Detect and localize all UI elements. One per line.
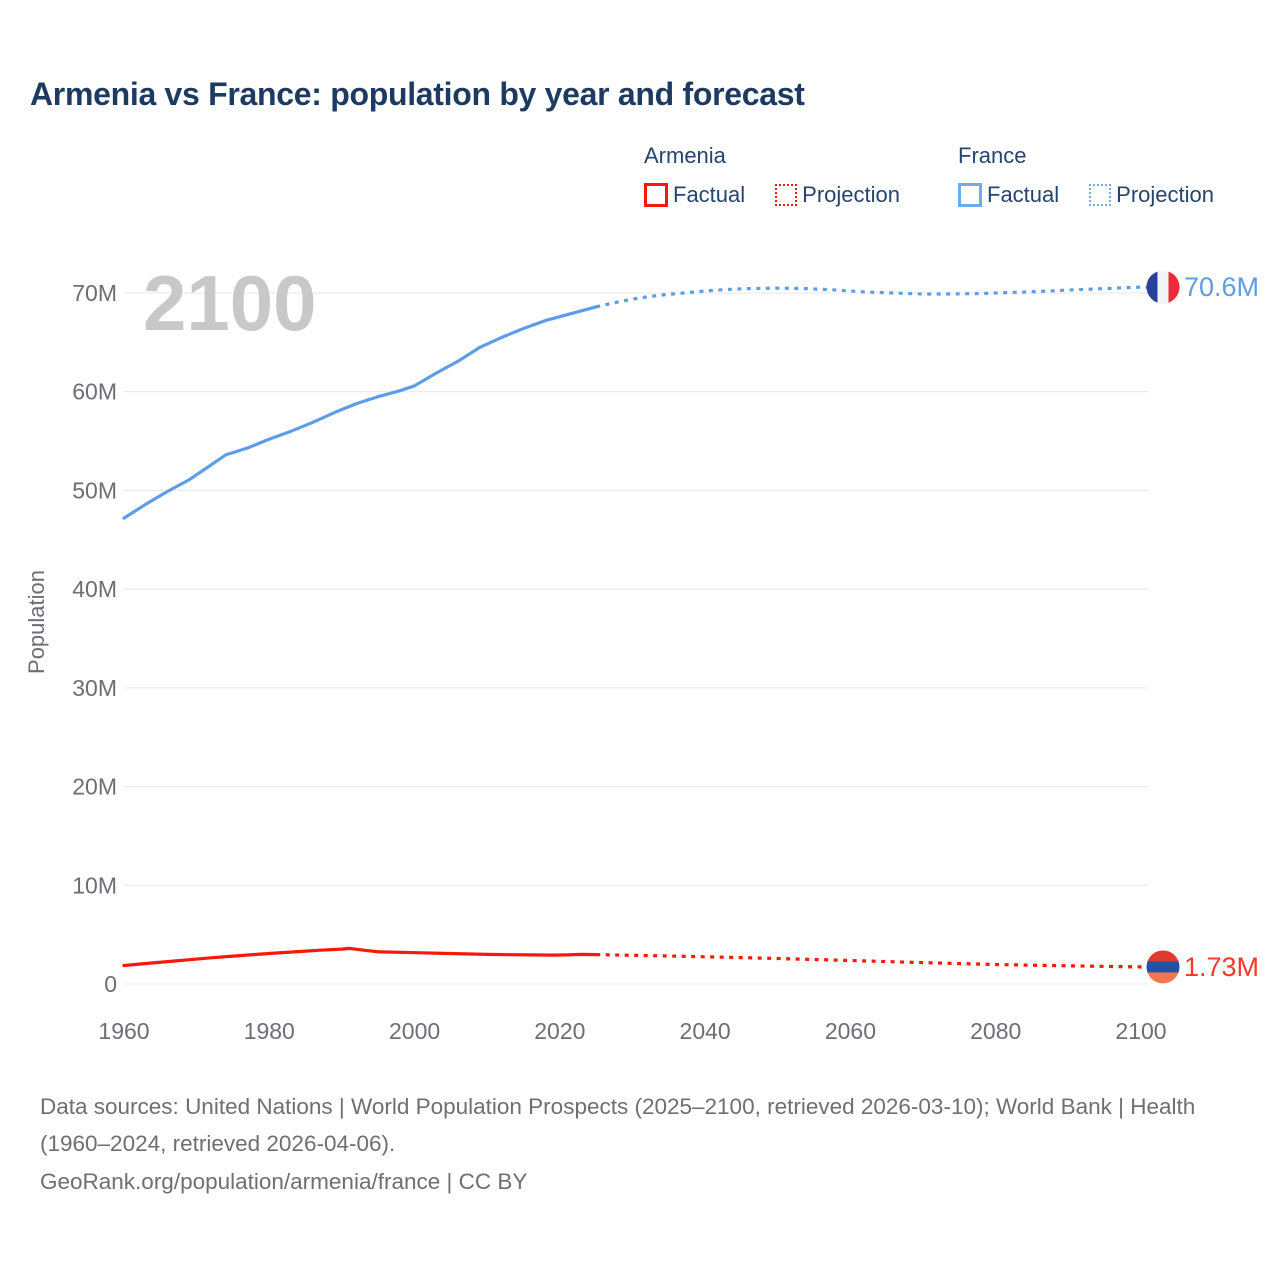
factual-swatch-icon [958,183,982,207]
legend-item-armenia-factual[interactable]: Factual [644,182,745,208]
x-tick-label: 2040 [680,1018,731,1044]
y-tick-label: 20M [72,774,117,800]
x-tick-label: 1960 [98,1018,149,1044]
projection-swatch-icon [774,184,797,206]
watermark-year: 2100 [143,259,317,347]
legend-group-armenia: Armenia Factual Projection [644,143,900,208]
end-marker-armenia: 1.73M [1146,950,1259,984]
y-tick-label: 70M [72,280,117,306]
legend-item-france-factual[interactable]: Factual [958,182,1059,208]
armenia-flag-icon [1146,950,1180,963]
factual-swatch-icon [644,183,668,207]
y-axis-title: Population [24,570,49,674]
y-tick-label: 40M [72,576,117,602]
end-value-label-armenia: 1.73M [1184,952,1259,982]
attribution-link: GeoRank.org/population/armenia/france | … [40,1168,528,1194]
legend-row-france: Factual Projection [958,182,1214,208]
end-marker-france: 70.6M [1146,270,1259,304]
series-line-france-projection [595,285,1149,309]
armenia-flag-icon [1146,972,1180,984]
legend-item-label: Factual [987,182,1060,207]
end-value-label-france: 70.6M [1184,272,1259,302]
legend: Armenia Factual Projection France Factua… [0,143,1280,223]
legend-item-label: Projection [802,182,900,207]
y-tick-label: 0 [104,971,117,997]
y-tick-label: 30M [72,675,117,701]
y-tick-label: 10M [72,872,117,898]
x-tick-label: 2080 [970,1018,1021,1044]
legend-group-france: France Factual Projection [958,143,1214,208]
france-flag-icon [1157,270,1170,304]
y-tick-label: 50M [72,477,117,503]
legend-item-armenia-projection[interactable]: Projection [774,182,900,208]
france-flag-icon [1168,270,1180,304]
series-line-france-factual [122,305,598,520]
x-tick-label: 2000 [389,1018,440,1044]
x-tick-label: 2100 [1115,1018,1166,1044]
legend-country-label-armenia: Armenia [644,143,726,168]
legend-item-france-projection[interactable]: Projection [1088,182,1214,208]
data-sources-text: Data sources: United Nations | World Pop… [40,1094,1196,1157]
projection-swatch-icon [1088,184,1111,206]
chart-footer: Data sources: United Nations | World Pop… [40,1088,1235,1200]
chart-title: Armenia vs France: population by year an… [30,76,805,112]
x-tick-label: 1980 [244,1018,295,1044]
armenia-flag-icon [1146,961,1180,974]
legend-row-armenia: Factual Projection [644,182,900,208]
series-line-armenia-factual [122,946,598,968]
france-flag-icon [1146,270,1159,304]
legend-country-label-france: France [958,143,1027,168]
x-tick-label: 2020 [534,1018,585,1044]
legend-item-label: Factual [673,182,746,207]
series-line-armenia-projection [596,953,1149,969]
y-tick-label: 60M [72,379,117,405]
legend-item-label: Projection [1116,182,1214,207]
x-tick-label: 2060 [825,1018,876,1044]
